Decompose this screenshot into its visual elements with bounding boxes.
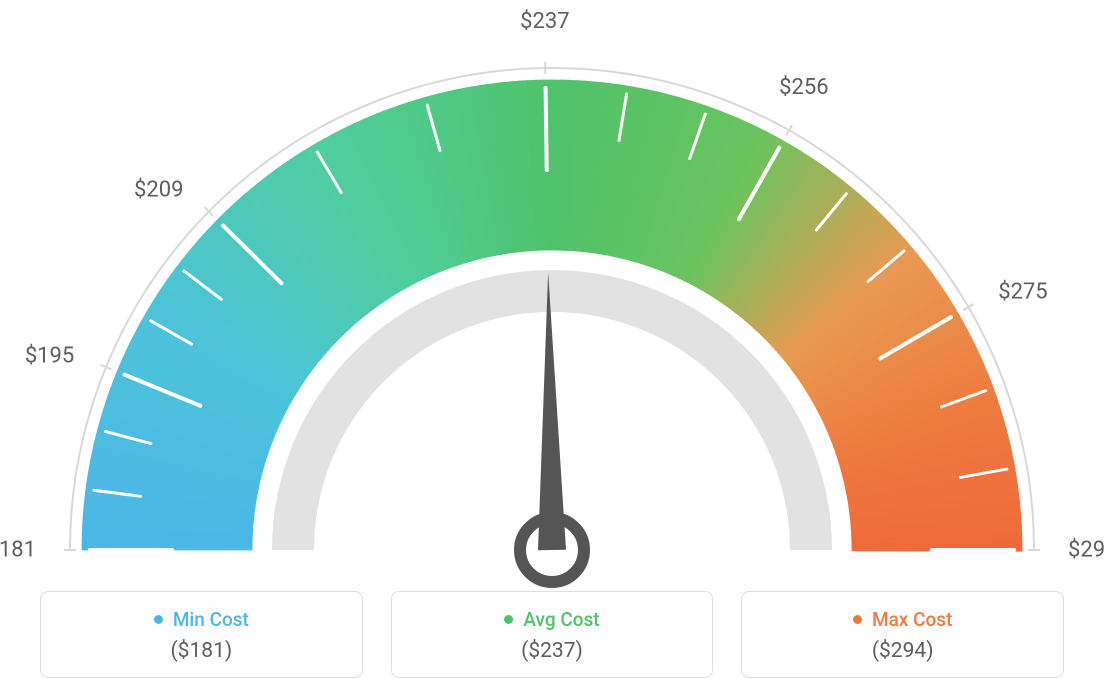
gauge-tick-label: $181 bbox=[0, 538, 36, 563]
summary-cards: Min Cost ($181) Avg Cost ($237) Max Cost… bbox=[40, 591, 1064, 678]
gauge-tick-label: $294 bbox=[1068, 538, 1104, 563]
avg-cost-value: ($237) bbox=[400, 639, 705, 663]
min-dot-icon bbox=[154, 615, 163, 624]
gauge-tick-label: $256 bbox=[779, 75, 828, 100]
max-cost-value: ($294) bbox=[750, 639, 1055, 663]
max-dot-icon bbox=[853, 615, 862, 624]
gauge-svg bbox=[22, 10, 1082, 590]
max-cost-label: Max Cost bbox=[872, 608, 952, 631]
max-cost-card: Max Cost ($294) bbox=[741, 591, 1064, 678]
gauge-container: $181$195$209$237$256$275$294 bbox=[22, 10, 1082, 580]
avg-dot-icon bbox=[504, 615, 513, 624]
avg-cost-label: Avg Cost bbox=[523, 608, 599, 631]
gauge-tick-label: $209 bbox=[134, 178, 183, 203]
avg-cost-card: Avg Cost ($237) bbox=[391, 591, 714, 678]
min-cost-title: Min Cost bbox=[154, 608, 249, 631]
min-cost-value: ($181) bbox=[49, 639, 354, 663]
gauge-tick-label: $237 bbox=[520, 9, 569, 34]
gauge-tick-label: $195 bbox=[25, 343, 74, 368]
gauge-tick-label: $275 bbox=[998, 279, 1047, 304]
min-cost-label: Min Cost bbox=[173, 608, 249, 631]
min-cost-card: Min Cost ($181) bbox=[40, 591, 363, 678]
avg-cost-title: Avg Cost bbox=[504, 608, 599, 631]
max-cost-title: Max Cost bbox=[853, 608, 952, 631]
